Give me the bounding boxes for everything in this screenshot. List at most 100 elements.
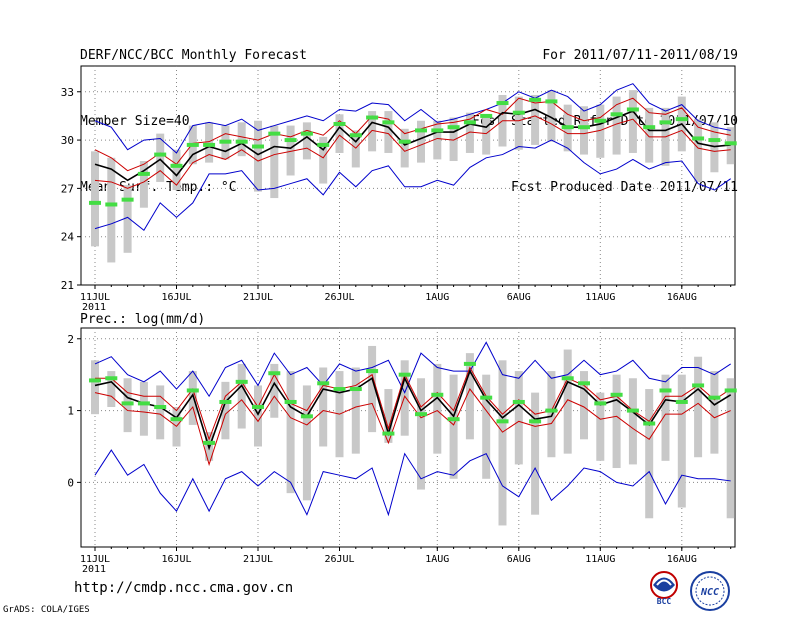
member-mean-marker bbox=[643, 421, 656, 426]
ensemble-box bbox=[205, 122, 214, 163]
y-tick-label: 33 bbox=[61, 86, 74, 99]
member-mean-marker bbox=[186, 388, 199, 393]
member-mean-marker bbox=[349, 387, 362, 392]
ensemble-box bbox=[514, 96, 523, 150]
ensemble-box bbox=[514, 371, 523, 465]
ensemble-box bbox=[139, 381, 148, 436]
ensemble-box bbox=[139, 161, 148, 208]
member-mean-marker bbox=[235, 379, 248, 384]
member-mean-marker bbox=[284, 138, 297, 143]
member-mean-marker bbox=[137, 171, 150, 176]
ensemble-box bbox=[628, 378, 637, 465]
member-mean-marker bbox=[366, 369, 379, 374]
x-tick-label: 6AUG bbox=[507, 554, 531, 565]
ensemble-box bbox=[172, 149, 181, 190]
ensemble-box bbox=[156, 385, 165, 440]
ensemble-box bbox=[335, 114, 344, 153]
member-mean-marker bbox=[333, 121, 346, 126]
y-tick-label: 24 bbox=[61, 231, 75, 244]
member-mean-marker bbox=[512, 110, 525, 115]
member-mean-marker bbox=[268, 371, 281, 376]
member-mean-marker bbox=[708, 138, 721, 143]
x-year-label: 2011 bbox=[82, 302, 106, 313]
ensemble-box bbox=[400, 128, 409, 168]
member-mean-marker bbox=[366, 115, 379, 120]
ensemble-box bbox=[286, 371, 295, 494]
member-mean-marker bbox=[545, 99, 558, 104]
ensemble-box bbox=[156, 133, 165, 182]
ensemble-box bbox=[351, 367, 360, 454]
ensemble-box bbox=[368, 111, 377, 152]
footer-url[interactable]: http://cmdp.ncc.cma.gov.cn bbox=[74, 580, 294, 596]
series-spread-upper bbox=[95, 366, 731, 441]
member-mean-marker bbox=[561, 376, 574, 381]
ensemble-box bbox=[302, 122, 311, 160]
member-mean-marker bbox=[300, 131, 313, 136]
ensemble-box bbox=[547, 90, 556, 142]
ensemble-box bbox=[237, 363, 246, 429]
member-mean-marker bbox=[512, 399, 525, 404]
ensemble-box bbox=[694, 119, 703, 182]
ensemble-box bbox=[531, 392, 540, 515]
member-mean-marker bbox=[284, 399, 297, 404]
ensemble-box bbox=[417, 120, 425, 163]
ensemble-box bbox=[417, 378, 425, 490]
member-mean-marker bbox=[463, 361, 476, 366]
ensemble-box bbox=[596, 104, 605, 158]
temperature-panel: 21 24 27 30 33 11JUL 16JUL 21JUL 26JUL 1AUG 6AUG 11… bbox=[61, 65, 737, 313]
member-mean-marker bbox=[252, 404, 264, 409]
ensemble-box bbox=[531, 94, 540, 145]
member-mean-marker bbox=[610, 392, 623, 397]
y-tick-label: 0 bbox=[67, 476, 74, 489]
member-mean-marker bbox=[300, 414, 313, 419]
member-mean-marker bbox=[447, 417, 460, 422]
x-tick-label: 11AUG bbox=[585, 554, 615, 565]
ensemble-box bbox=[482, 114, 491, 155]
y-tick-label: 1 bbox=[67, 405, 74, 418]
member-mean-marker bbox=[219, 139, 232, 144]
member-mean-marker bbox=[333, 387, 346, 392]
x-tick-label: 26JUL bbox=[324, 292, 354, 303]
member-mean-marker bbox=[382, 431, 395, 436]
ensemble-box bbox=[107, 157, 116, 263]
ensemble-box bbox=[465, 112, 474, 153]
bcc-logo: BCC bbox=[650, 571, 678, 606]
member-mean-marker bbox=[561, 125, 574, 130]
ensemble-box bbox=[628, 90, 637, 153]
ensemble-box bbox=[433, 120, 442, 160]
member-mean-marker bbox=[317, 142, 330, 147]
member-mean-marker bbox=[480, 113, 493, 118]
ensemble-box bbox=[221, 381, 230, 440]
member-mean-marker bbox=[594, 118, 607, 123]
member-mean-marker bbox=[480, 395, 493, 400]
series-max bbox=[94, 341, 731, 398]
member-mean-marker bbox=[529, 419, 542, 424]
member-mean-marker bbox=[643, 125, 656, 130]
member-mean-marker bbox=[89, 200, 101, 205]
x-tick-label: 21JUL bbox=[243, 292, 273, 303]
x-tick-label: 16JUL bbox=[161, 554, 191, 565]
member-mean-marker bbox=[382, 120, 395, 125]
ensemble-box bbox=[433, 363, 442, 454]
member-mean-marker bbox=[268, 131, 281, 136]
ensemble-box bbox=[400, 360, 409, 436]
member-mean-marker bbox=[496, 101, 509, 106]
x-tick-label: 16AUG bbox=[667, 554, 697, 565]
y-tick-label: 30 bbox=[61, 134, 74, 147]
member-mean-marker bbox=[203, 440, 216, 445]
ensemble-box bbox=[726, 127, 735, 165]
member-mean-marker bbox=[415, 128, 427, 133]
member-mean-marker bbox=[398, 372, 411, 377]
precipitation-panel: 0 1 2 11JUL 16JUL 21JUL 26JUL 1AUG 6AUG 11AUG 16AU… bbox=[67, 327, 737, 575]
member-mean-marker bbox=[659, 388, 672, 393]
member-mean-marker bbox=[610, 112, 623, 117]
member-mean-marker bbox=[154, 404, 167, 409]
ensemble-box bbox=[547, 371, 556, 458]
member-mean-marker bbox=[415, 412, 427, 417]
ensemble-box bbox=[107, 371, 116, 407]
member-mean-marker bbox=[659, 120, 672, 125]
forecast-produced-date: Fcst Produced Date 2011/07/11 bbox=[511, 180, 738, 195]
member-mean-marker bbox=[447, 125, 460, 130]
x-tick-label: 6AUG bbox=[507, 292, 531, 303]
